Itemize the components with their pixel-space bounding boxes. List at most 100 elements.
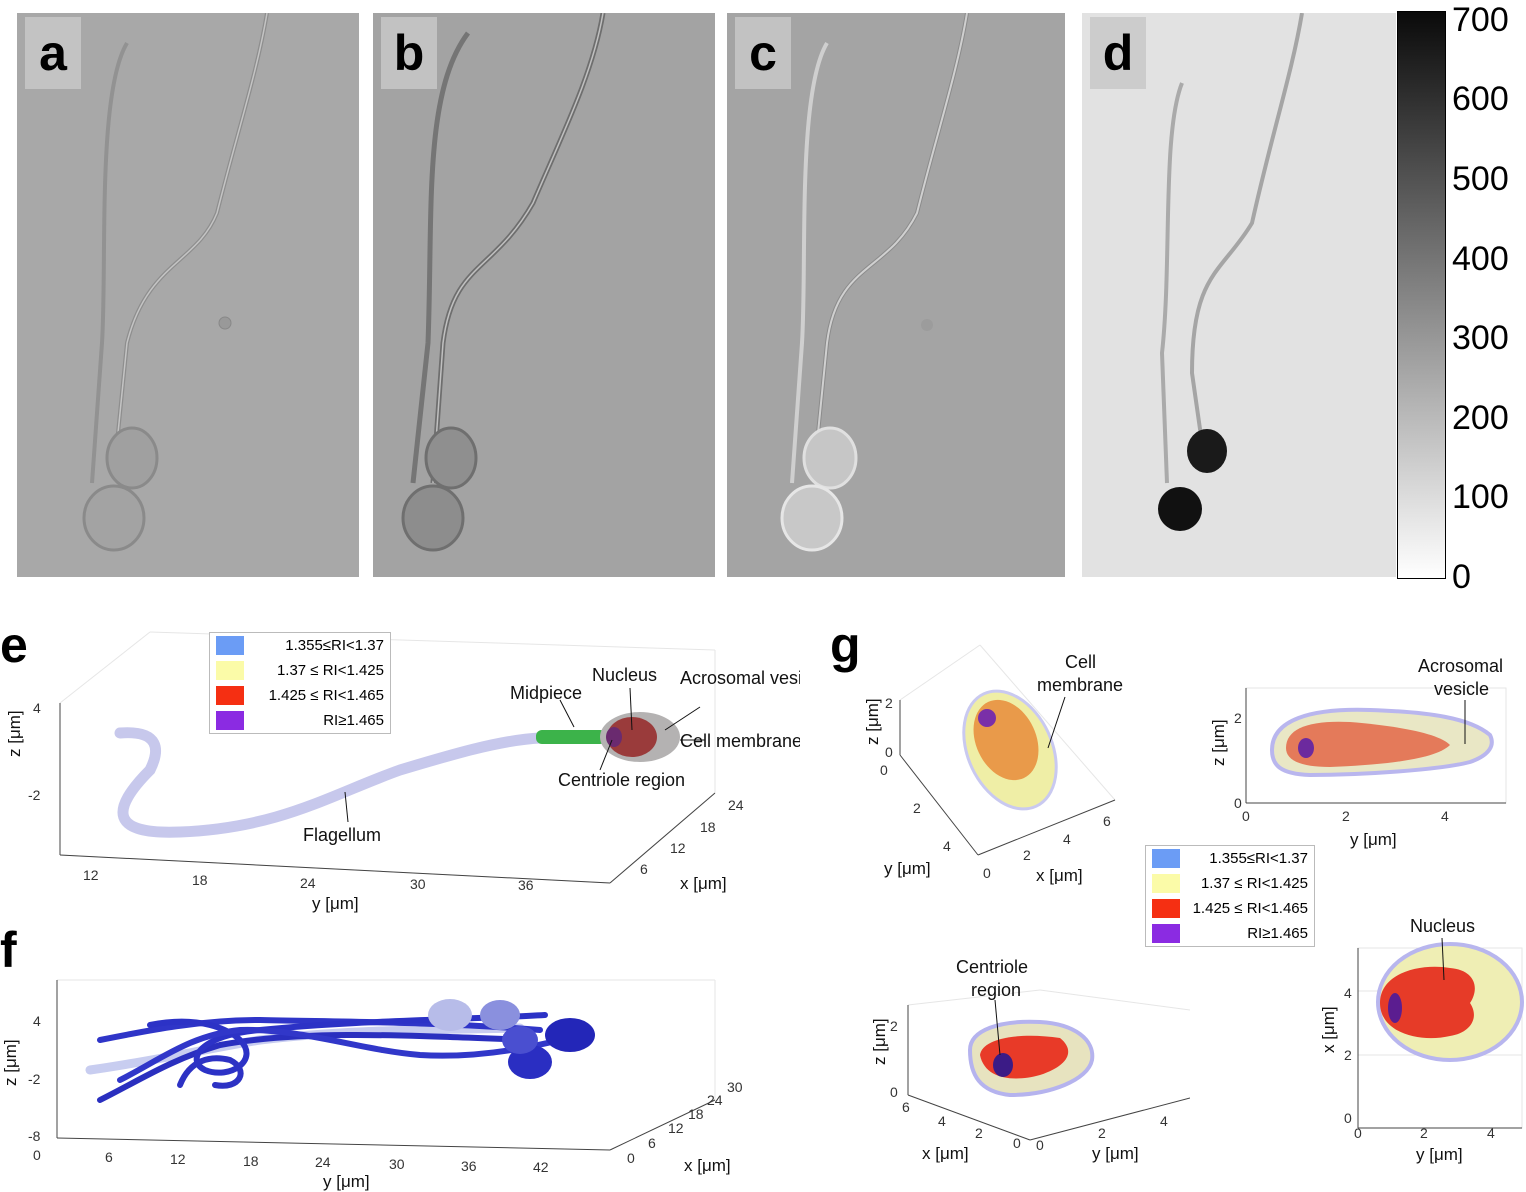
g-bl-x-label: x [μm]: [922, 1144, 969, 1163]
g-br-arrow: [1441, 937, 1445, 981]
legend-item: RI≥1.465: [210, 708, 390, 733]
g-bl-y-tick: 0: [1036, 1137, 1044, 1153]
panel-f-x-tick: 18: [688, 1106, 704, 1122]
panel-e-x-label: x [μm]: [680, 874, 727, 893]
g-tl-x-label: x [μm]: [1036, 866, 1083, 885]
label-acrosomal-vesicle: Acrosomal vesicle: [680, 668, 800, 688]
panel-g-top-left-plot: Cell membrane 2 0 0 2 4 0 2 4 6 z [μm] y …: [863, 644, 1123, 885]
g-br-y-tick: 2: [1420, 1125, 1428, 1141]
sperm-overlay: [85, 1012, 563, 1103]
g-tr-z-label: z [μm]: [1209, 719, 1228, 766]
legend-label: 1.355≤RI<1.37: [1209, 850, 1308, 867]
g-tr-y-tick: 4: [1441, 808, 1449, 824]
g-bl-y-tick: 4: [1160, 1113, 1168, 1129]
g-tl-y-tick: 4: [943, 838, 951, 854]
panel-e-y-tick: 18: [192, 872, 208, 888]
g-br-nucleus: [1380, 966, 1475, 1039]
panel-f-x-tick: 12: [668, 1120, 684, 1136]
label-centriole-region: Centriole region: [558, 770, 685, 790]
g-tl-centriole: [978, 709, 996, 727]
legend-item: 1.37 ≤ RI<1.425: [1146, 871, 1314, 896]
legend-swatch: [1152, 849, 1180, 868]
panel-label-a: a: [25, 17, 81, 89]
flagellum: [114, 727, 546, 838]
micrograph-b-image: [373, 13, 715, 577]
colorbar-tick: 0: [1452, 558, 1471, 596]
legend-swatch: [216, 661, 244, 680]
legend-label: 1.355≤RI<1.37: [285, 637, 384, 654]
g-tr-z-tick: 2: [1234, 710, 1242, 726]
legend-label: 1.425 ≤ RI<1.465: [268, 687, 384, 704]
legend-label: 1.37 ≤ RI<1.425: [1200, 875, 1308, 892]
g-tr-z-tick: 0: [1234, 795, 1242, 811]
label-cell-membrane: Cell membrane: [680, 731, 800, 751]
label-flagellum: Flagellum: [303, 825, 381, 845]
g-tl-x-tick: 2: [1023, 847, 1031, 863]
g-tr-y-tick: 2: [1342, 808, 1350, 824]
g-tl-x-tick: 6: [1103, 813, 1111, 829]
g-br-x-tick: 0: [1344, 1110, 1352, 1126]
panel-f-z-tick: -8: [28, 1128, 41, 1144]
g-tr-label-acrosomal: Acrosomal vesicle: [1418, 656, 1503, 699]
panel-g-top-right-plot: Acrosomal vesicle 2 0 0 2 4 z [μm] y [μm]: [1209, 656, 1507, 849]
panel-e-y-label: y [μm]: [312, 894, 359, 913]
panel-f-y-tick: 12: [170, 1151, 186, 1167]
g-bl-axes: [907, 1005, 1190, 1141]
panel-e-x-tick: 24: [728, 797, 744, 813]
panel-f-plot: 4 -2 -8 0 6 12 18 24 30 36 42 30 24 18 1…: [1, 979, 743, 1191]
g-bl-arrow: [994, 999, 1001, 1056]
micrograph-c: c: [727, 13, 1065, 577]
g-tl-z-tick: 0: [885, 744, 893, 760]
legend-item: 1.425 ≤ RI<1.465: [1146, 896, 1314, 921]
g-bl-centriole: [993, 1053, 1013, 1077]
g-br-y-tick: 0: [1354, 1125, 1362, 1141]
legend-swatch: [1152, 874, 1180, 893]
panel-label-f: f: [0, 922, 17, 978]
panel-e-x-tick: 6: [640, 861, 648, 877]
g-br-x-tick: 4: [1344, 985, 1352, 1001]
panel-f-x-tick: 6: [648, 1135, 656, 1151]
sperm-head: [502, 1026, 538, 1054]
panel-e-x-tick: 12: [670, 840, 686, 856]
g-br-x-label: x [μm]: [1319, 1006, 1338, 1053]
panel-e-z-label: z [μm]: [5, 710, 24, 757]
panel-f-y-label: y [μm]: [323, 1172, 370, 1191]
colorbar: [1397, 11, 1446, 579]
legend-swatch: [1152, 899, 1180, 918]
g-tl-axes: [899, 700, 1116, 856]
micrograph-d-image: [1082, 13, 1396, 577]
legend-label: RI≥1.465: [1247, 925, 1308, 942]
legend-item: 1.355≤RI<1.37: [1146, 846, 1314, 871]
panel-f-y-tick: 18: [243, 1153, 259, 1169]
sperm-head: [428, 999, 472, 1031]
legend-item: 1.37 ≤ RI<1.425: [210, 658, 390, 683]
nucleus: [607, 717, 657, 757]
g-br-axes: [1357, 948, 1522, 1129]
legend-panel-e: 1.355≤RI<1.37 1.37 ≤ RI<1.425 1.425 ≤ RI…: [209, 632, 391, 734]
legend-item: 1.355≤RI<1.37: [210, 633, 390, 658]
panel-f-y-tick: 42: [533, 1159, 549, 1175]
colorbar-tick: 600: [1452, 80, 1509, 118]
g-br-centriole: [1388, 993, 1402, 1023]
centriole-region: [606, 727, 622, 747]
g-tr-y-tick: 0: [1242, 808, 1250, 824]
panel-f-z-tick: -2: [28, 1071, 41, 1087]
colorbar-tick: 700: [1452, 1, 1509, 39]
micrograph-d: d: [1082, 13, 1396, 577]
panel-label-g: g: [830, 617, 861, 673]
g-bl-x-tick: 6: [902, 1099, 910, 1115]
panel-e-plot: Midpiece Nucleus Acrosomal vesicle Cell …: [5, 631, 800, 913]
panel-g-bottom-right-plot: Nucleus 4 2 0 0 2 4 x [μm] y [μm]: [1319, 916, 1524, 1164]
g-br-y-label: y [μm]: [1416, 1145, 1463, 1164]
sperm-head: [480, 1000, 520, 1030]
g-tl-z-tick: 0: [880, 762, 888, 778]
g-tr-centriole: [1298, 738, 1314, 758]
panel-f-x-tick: 24: [707, 1092, 723, 1108]
g-tl-arrow: [1047, 696, 1066, 749]
g-bl-label-centriole: Centriole region: [956, 957, 1028, 1000]
g-tl-x-tick: 0: [983, 865, 991, 881]
panel-f-z-tick: 4: [33, 1013, 41, 1029]
panel-f-y-tick: 6: [105, 1149, 113, 1165]
g-bl-y-tick: 2: [1098, 1125, 1106, 1141]
panel-f-z-label: z [μm]: [1, 1039, 20, 1086]
